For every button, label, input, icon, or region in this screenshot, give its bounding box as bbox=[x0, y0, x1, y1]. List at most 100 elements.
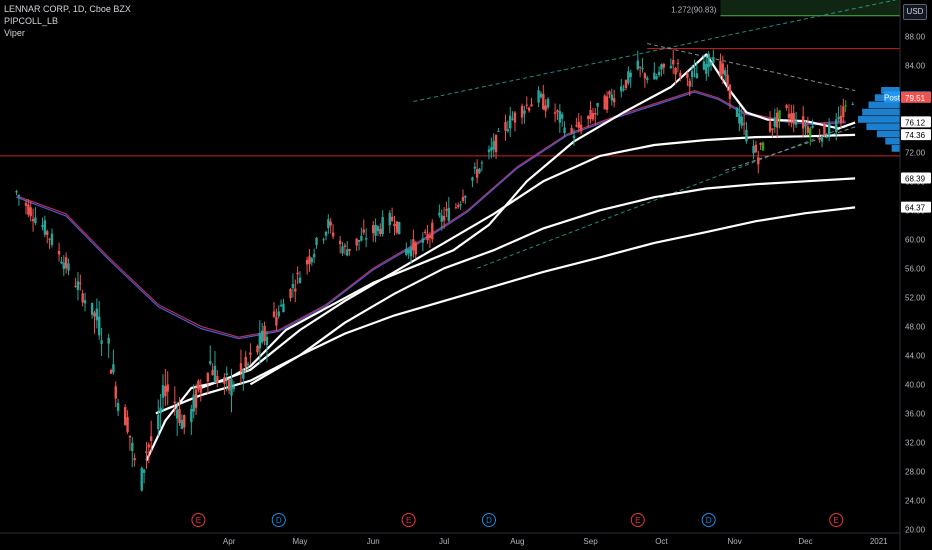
candle-body bbox=[842, 106, 845, 118]
y-tick-label: 60.00 bbox=[905, 235, 926, 244]
x-tick-label: Sep bbox=[583, 537, 598, 546]
candle-body bbox=[622, 88, 625, 90]
candle-body bbox=[768, 121, 772, 132]
candle-body bbox=[232, 386, 236, 390]
candle-body bbox=[594, 113, 597, 115]
candle-body bbox=[690, 71, 694, 78]
candle-body bbox=[426, 233, 429, 241]
candle-body bbox=[693, 68, 696, 70]
candle-body bbox=[542, 93, 545, 110]
candle-body bbox=[556, 110, 559, 113]
candle-body bbox=[29, 207, 32, 217]
currency-button[interactable]: USD bbox=[903, 4, 927, 20]
candle-body bbox=[409, 247, 413, 257]
candle-body bbox=[34, 217, 37, 224]
candle-body bbox=[643, 73, 647, 79]
candle-body bbox=[662, 63, 665, 68]
candle-body bbox=[646, 77, 649, 80]
price-tag-bg bbox=[901, 129, 931, 141]
x-tick-label: Aug bbox=[510, 537, 524, 546]
price-tag: 79.51 bbox=[901, 91, 931, 103]
candle-body bbox=[787, 113, 791, 119]
candle-body bbox=[844, 105, 847, 107]
candle-body bbox=[388, 212, 391, 226]
candle-body bbox=[520, 105, 524, 118]
candle-body bbox=[577, 121, 580, 128]
candle-body bbox=[447, 207, 451, 221]
candle-body bbox=[230, 379, 233, 396]
candle-body bbox=[707, 53, 710, 68]
candle-body bbox=[839, 115, 843, 124]
ma_red-line bbox=[16, 89, 846, 338]
candle-body bbox=[537, 90, 540, 103]
x-tick-label: Apr bbox=[223, 537, 236, 546]
y-tick-label: 28.00 bbox=[905, 467, 926, 476]
candle-body bbox=[190, 408, 193, 423]
trendlines bbox=[413, 0, 896, 269]
candle-body bbox=[211, 370, 214, 376]
candle-body bbox=[801, 116, 805, 129]
candle-body bbox=[296, 272, 299, 275]
indicator-pipcoll[interactable]: PIPCOLL_LB bbox=[4, 16, 59, 26]
volume-profile-bar bbox=[866, 123, 900, 131]
event-marker-e bbox=[829, 513, 844, 527]
price-tag-value: 76.12 bbox=[905, 118, 926, 127]
event-marker-e bbox=[401, 513, 416, 527]
candle-body bbox=[239, 363, 243, 372]
candle-body bbox=[393, 223, 396, 227]
candle-body bbox=[140, 468, 143, 491]
candle-body bbox=[159, 407, 162, 414]
price-tag: 68.39 bbox=[901, 172, 931, 184]
candle-body bbox=[794, 120, 798, 125]
candle-body bbox=[497, 130, 500, 132]
candle-body bbox=[636, 60, 639, 70]
price-tag-bg bbox=[901, 116, 931, 128]
candle-body bbox=[679, 72, 682, 77]
event-marker-label: D bbox=[276, 516, 282, 525]
candle-body bbox=[624, 79, 628, 89]
price-tag: 64.37 bbox=[901, 201, 931, 213]
candle-body bbox=[360, 235, 363, 241]
candle-body bbox=[126, 417, 129, 433]
candle-body bbox=[17, 195, 21, 197]
candle-body bbox=[242, 370, 245, 379]
price-tag: 76.12 bbox=[901, 116, 931, 128]
candle-body bbox=[475, 169, 479, 178]
candle-body bbox=[459, 204, 462, 206]
candle-body bbox=[561, 114, 564, 119]
indicator-viper[interactable]: Viper bbox=[4, 28, 25, 38]
candle-body bbox=[686, 73, 689, 78]
candle-body bbox=[660, 64, 663, 70]
candle-body bbox=[43, 220, 47, 235]
candle-body bbox=[790, 113, 793, 121]
candle-body bbox=[183, 415, 186, 428]
candle-body bbox=[612, 98, 616, 103]
candle-body bbox=[166, 384, 169, 392]
candle-body bbox=[272, 311, 276, 317]
candle-body bbox=[376, 226, 380, 232]
candle-body bbox=[728, 84, 732, 99]
candle-body bbox=[586, 116, 590, 120]
event-marker-label: E bbox=[834, 516, 839, 525]
volume-profile-bar bbox=[862, 108, 900, 116]
candle-body bbox=[107, 337, 110, 344]
candle-body bbox=[563, 127, 566, 134]
candle-body bbox=[804, 124, 807, 127]
candle-body bbox=[759, 143, 762, 145]
symbol-title[interactable]: LENNAR CORP, 1D, Cboe BZX bbox=[4, 4, 131, 14]
candle-body bbox=[525, 104, 528, 106]
price-tag-value: 74.36 bbox=[905, 131, 926, 140]
candle-body bbox=[199, 386, 202, 393]
price-tag-value: 64.37 bbox=[905, 204, 926, 213]
candle-body bbox=[509, 115, 512, 129]
candle-body bbox=[492, 141, 495, 150]
candle-body bbox=[329, 221, 332, 226]
candle-body bbox=[653, 72, 656, 80]
candle-body bbox=[263, 325, 266, 342]
candle-body bbox=[695, 73, 699, 79]
candle-body bbox=[480, 162, 484, 164]
candle-body bbox=[131, 442, 134, 451]
